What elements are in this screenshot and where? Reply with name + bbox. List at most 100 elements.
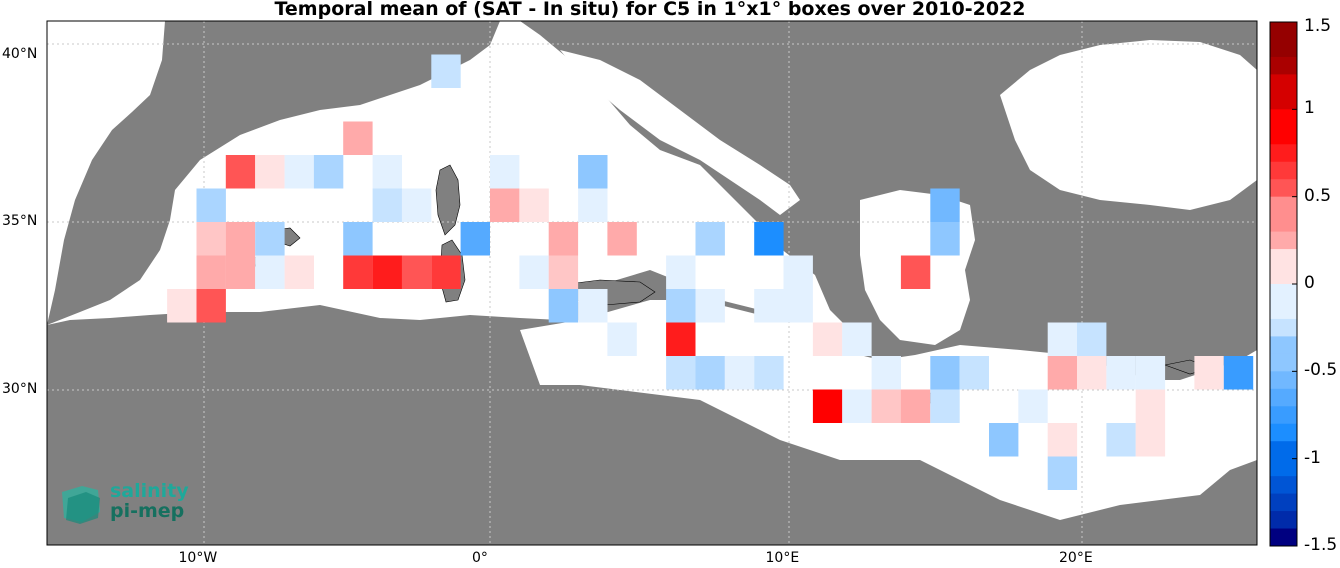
colorbar-swatch bbox=[1270, 56, 1297, 75]
heatmap-cell bbox=[1135, 423, 1166, 457]
heatmap-cell bbox=[460, 222, 490, 256]
heatmap-cell bbox=[548, 255, 579, 289]
colorbar-swatch bbox=[1270, 476, 1297, 495]
lon-tick-label: 10°W bbox=[178, 550, 218, 566]
heatmap-cell bbox=[754, 222, 784, 256]
colorbar-swatch bbox=[1270, 22, 1297, 40]
colorbar-swatch bbox=[1270, 318, 1297, 337]
lat-tick-label: 30°N bbox=[2, 380, 38, 397]
colorbar-tick-label: 0.5 bbox=[1304, 185, 1332, 206]
heatmap-cell bbox=[343, 255, 373, 289]
lat-tick-label: 40°N bbox=[2, 45, 38, 62]
heatmap-cell bbox=[519, 255, 549, 289]
heatmap-cell bbox=[1223, 356, 1254, 390]
heatmap-cell bbox=[343, 222, 373, 256]
colorbar-swatch bbox=[1270, 336, 1297, 355]
heatmap-cell bbox=[401, 255, 432, 289]
heatmap-cell bbox=[284, 255, 314, 289]
heatmap-cell bbox=[812, 389, 843, 423]
heatmap-cell bbox=[900, 255, 931, 289]
logo-text-line1: salinity bbox=[110, 480, 189, 502]
heatmap-cell bbox=[1135, 356, 1166, 390]
heatmap-cell bbox=[959, 356, 989, 390]
colorbar-swatch bbox=[1270, 249, 1297, 268]
lon-tick-label: 0° bbox=[472, 550, 488, 566]
logo-mark-icon bbox=[62, 486, 100, 524]
heatmap-cell bbox=[1077, 322, 1107, 356]
heatmap-cell bbox=[666, 356, 696, 390]
heatmap-cell bbox=[225, 155, 256, 189]
heatmap-cell bbox=[372, 155, 402, 189]
colorbar-swatch bbox=[1270, 74, 1297, 93]
heatmap-cell bbox=[1018, 389, 1048, 423]
colorbar-swatch bbox=[1270, 91, 1297, 110]
heatmap-cell bbox=[431, 54, 461, 88]
heatmap-cell bbox=[1077, 356, 1107, 390]
heatmap-cell bbox=[401, 188, 432, 222]
heatmap-cell bbox=[1106, 423, 1136, 457]
colorbar-swatch bbox=[1270, 406, 1297, 425]
heatmap-cell bbox=[548, 289, 579, 323]
colorbar-swatch bbox=[1270, 109, 1297, 128]
heatmap-cell bbox=[167, 289, 197, 323]
lon-tick-label: 10°E bbox=[765, 550, 800, 566]
logo-text-line2: pi-mep bbox=[110, 500, 185, 522]
heatmap-cell bbox=[666, 289, 696, 323]
colorbar-swatch bbox=[1270, 511, 1297, 530]
colorbar-tick-label: -0.5 bbox=[1304, 360, 1338, 381]
heatmap-cell bbox=[754, 356, 784, 390]
colorbar-swatch bbox=[1270, 388, 1297, 407]
heatmap-cell bbox=[930, 389, 960, 423]
heatmap-cell bbox=[1106, 356, 1136, 390]
heatmap-cell bbox=[1047, 423, 1078, 457]
heatmap-cell bbox=[372, 188, 402, 222]
heatmap-cell bbox=[548, 222, 579, 256]
heatmap-cell bbox=[754, 289, 784, 323]
colorbar-swatch bbox=[1270, 144, 1297, 163]
heatmap-cell bbox=[490, 155, 520, 189]
heatmap-cell bbox=[578, 289, 608, 323]
heatmap-cell bbox=[900, 389, 931, 423]
colorbar bbox=[1270, 22, 1297, 547]
heatmap-cell bbox=[255, 155, 285, 189]
colorbar-swatch bbox=[1270, 214, 1297, 233]
heatmap-cell bbox=[225, 222, 256, 256]
lon-tick-label: 20°E bbox=[1059, 550, 1093, 566]
colorbar-tick-label: -1 bbox=[1304, 447, 1321, 468]
heatmap-cell bbox=[930, 188, 960, 222]
heatmap-cell bbox=[196, 289, 226, 323]
heatmap-cell bbox=[1047, 356, 1078, 390]
colorbar-swatch bbox=[1270, 179, 1297, 198]
heatmap-cell bbox=[196, 255, 226, 289]
heatmap-cell bbox=[812, 322, 843, 356]
heatmap-cell bbox=[871, 389, 901, 423]
heatmap-cell bbox=[783, 255, 813, 289]
colorbar-swatch bbox=[1270, 441, 1297, 460]
heatmap-cell bbox=[989, 423, 1019, 457]
colorbar-swatch bbox=[1270, 423, 1297, 442]
colorbar-tick-label: 0 bbox=[1304, 273, 1315, 293]
heatmap-cell bbox=[255, 255, 285, 289]
heatmap-cell bbox=[313, 155, 344, 189]
colorbar-swatch bbox=[1270, 458, 1297, 477]
lat-tick-label: 35°N bbox=[2, 213, 38, 229]
heatmap-cell bbox=[842, 322, 872, 356]
heatmap-cell bbox=[666, 255, 696, 289]
colorbar-swatch bbox=[1270, 266, 1297, 285]
colorbar-swatch bbox=[1270, 39, 1297, 58]
colorbar-swatch bbox=[1270, 126, 1297, 145]
heatmap-cell bbox=[1194, 356, 1224, 390]
heatmap-cell bbox=[695, 222, 725, 256]
heatmap-cell bbox=[607, 222, 637, 256]
heatmap-cell bbox=[724, 356, 755, 390]
colorbar-swatch bbox=[1270, 301, 1297, 320]
heatmap-cell bbox=[1135, 389, 1166, 423]
heatmap-cell bbox=[783, 289, 813, 323]
heatmap-cell bbox=[1047, 456, 1078, 490]
heatmap-cell bbox=[372, 255, 402, 289]
colorbar-swatch bbox=[1270, 231, 1297, 250]
colorbar-swatch bbox=[1270, 493, 1297, 512]
heatmap-cell bbox=[196, 188, 226, 222]
heatmap-cell bbox=[343, 121, 373, 155]
